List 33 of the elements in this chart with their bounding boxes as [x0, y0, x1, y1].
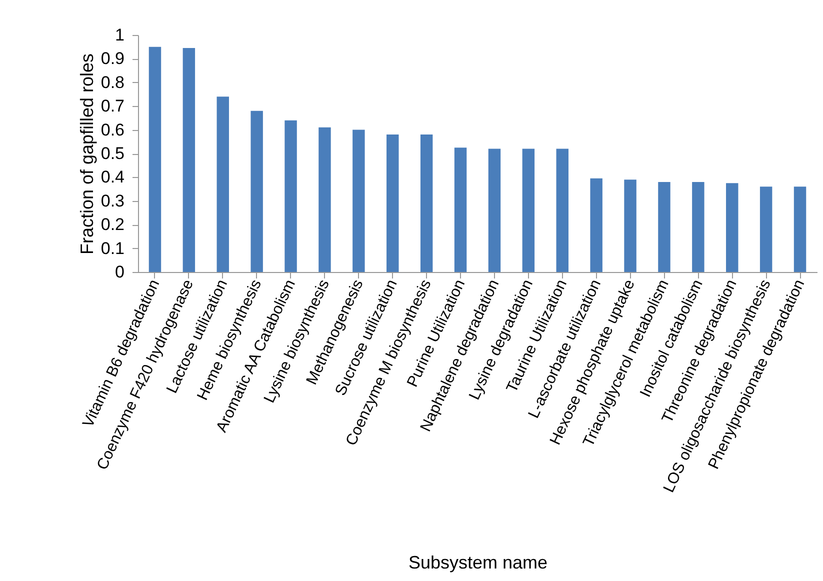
y-tick-label: 0.2 [100, 215, 124, 234]
bar [250, 110, 263, 272]
y-tick-label: 0.1 [100, 238, 124, 258]
y-tick-label: 0.9 [100, 49, 124, 68]
bar [420, 134, 433, 272]
y-tick-label: 0 [115, 262, 124, 282]
bar [760, 186, 772, 272]
y-tick-label: 0.6 [100, 120, 124, 140]
bar [182, 48, 196, 272]
bar [590, 178, 602, 272]
y-tick-label: 0.7 [100, 96, 124, 116]
bar [318, 127, 331, 272]
x-axis-title: Subsystem name [408, 552, 548, 572]
bar [352, 130, 365, 272]
bar [522, 148, 535, 272]
bar [556, 148, 568, 272]
bar [726, 183, 738, 272]
y-tick-label: 0.3 [100, 191, 124, 210]
bar [148, 46, 162, 272]
bar [216, 96, 229, 272]
bar [488, 148, 501, 272]
bar [624, 180, 636, 272]
y-tick-label: 1 [115, 26, 124, 44]
y-tick-label: 0.4 [100, 168, 124, 187]
y-axis-title: Fraction of gapfilled roles [76, 53, 97, 255]
bar [692, 182, 704, 272]
y-tick-label: 0.5 [100, 144, 124, 163]
y-tick-label: 0.8 [100, 72, 124, 92]
bar [454, 148, 467, 272]
bar [386, 134, 399, 272]
bar [658, 182, 670, 272]
bar [794, 186, 806, 272]
bar [284, 120, 297, 272]
